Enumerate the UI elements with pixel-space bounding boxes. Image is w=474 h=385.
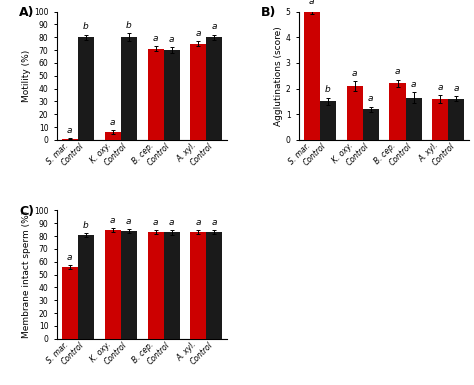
Text: C): C) [19, 205, 35, 218]
Text: a: a [309, 0, 314, 6]
Bar [191, 44, 207, 140]
Text: a: a [67, 253, 73, 262]
Text: a: a [196, 218, 201, 227]
Text: a: a [454, 84, 459, 93]
Bar [62, 267, 78, 339]
Text: a: a [169, 35, 174, 44]
Text: a: a [352, 69, 357, 78]
Bar [207, 232, 222, 339]
Text: a: a [153, 218, 158, 227]
Bar [319, 101, 336, 140]
Text: b: b [325, 85, 330, 94]
Text: b: b [83, 221, 89, 230]
Bar [78, 37, 94, 140]
Y-axis label: Agglutinations (score): Agglutinations (score) [274, 26, 283, 126]
Text: a: a [126, 217, 131, 226]
Text: a: a [438, 83, 443, 92]
Text: a: a [67, 126, 73, 135]
Text: a: a [212, 218, 217, 227]
Bar [164, 232, 180, 339]
Bar [207, 37, 222, 140]
Bar [105, 230, 120, 339]
Y-axis label: Motility (%): Motility (%) [22, 50, 31, 102]
Bar [105, 132, 120, 140]
Bar [363, 109, 379, 140]
Bar [390, 84, 406, 140]
Bar [432, 99, 448, 140]
Bar [120, 231, 137, 339]
Text: A): A) [19, 7, 35, 19]
Text: b: b [83, 22, 89, 32]
Text: a: a [153, 34, 158, 43]
Text: a: a [212, 22, 217, 32]
Text: a: a [110, 216, 115, 224]
Bar [406, 97, 421, 140]
Text: a: a [395, 67, 400, 76]
Bar [448, 99, 465, 140]
Y-axis label: Membrane intact sperm (%): Membrane intact sperm (%) [22, 211, 31, 338]
Bar [346, 86, 363, 140]
Text: a: a [368, 94, 374, 103]
Text: a: a [196, 29, 201, 38]
Bar [62, 139, 78, 140]
Bar [304, 12, 319, 140]
Bar [120, 37, 137, 140]
Text: B): B) [261, 7, 277, 19]
Bar [147, 232, 164, 339]
Bar [78, 235, 94, 339]
Bar [191, 232, 207, 339]
Bar [164, 50, 180, 140]
Text: a: a [411, 80, 416, 89]
Bar [147, 49, 164, 140]
Text: a: a [110, 118, 115, 127]
Text: b: b [126, 21, 131, 30]
Text: a: a [169, 218, 174, 226]
